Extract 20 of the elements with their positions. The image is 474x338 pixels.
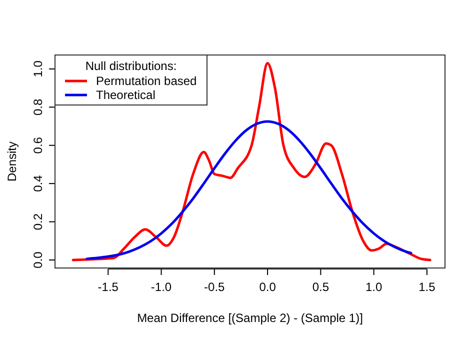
y-tick-label: 0.6 [31,136,45,154]
y-tick-label: 1.0 [31,60,45,78]
x-tick-label: -1.0 [150,280,172,294]
y-axis-title: Density [5,141,19,182]
y-tick-label: 0.4 [31,174,45,192]
y-tick-label: 0.0 [31,251,45,268]
x-tick-label: 1.0 [365,280,382,294]
x-tick-label: -1.5 [98,280,119,294]
y-tick-label: 0.8 [31,98,45,116]
x-tick-label: 0.0 [259,280,276,294]
legend-label: Theoretical [96,88,156,102]
x-tick-label: 0.5 [312,280,330,294]
x-tick-label: 1.5 [418,280,436,294]
legend-title: Null distributions: [85,59,177,73]
x-tick-label: -0.5 [204,280,226,294]
x-axis-title: Mean Difference [(Sample 2) - (Sample 1)] [137,311,363,325]
y-tick-label: 0.2 [31,213,45,230]
line-series [86,120,412,260]
line-series [72,62,432,262]
legend-label: Permutation based [96,74,197,88]
